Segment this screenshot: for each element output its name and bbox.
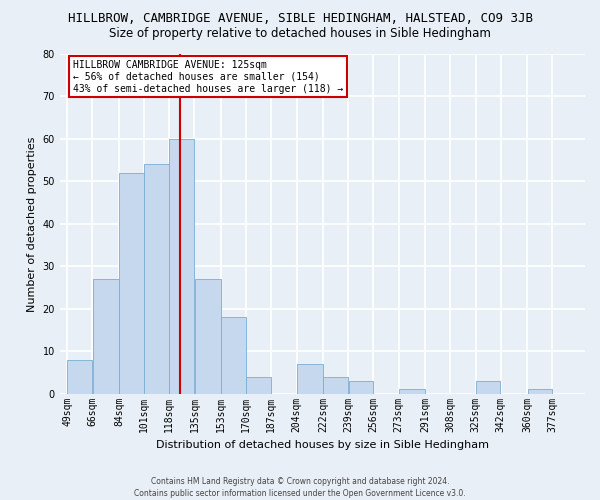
Text: HILLBROW CAMBRIDGE AVENUE: 125sqm
← 56% of detached houses are smaller (154)
43%: HILLBROW CAMBRIDGE AVENUE: 125sqm ← 56% … — [73, 60, 343, 94]
Bar — [399, 390, 425, 394]
Bar — [323, 376, 348, 394]
Y-axis label: Number of detached properties: Number of detached properties — [27, 136, 37, 312]
Bar — [194, 279, 221, 394]
Bar — [247, 376, 271, 394]
Bar — [67, 360, 92, 394]
Bar — [476, 381, 500, 394]
Bar — [349, 381, 373, 394]
Bar — [169, 139, 194, 394]
Text: HILLBROW, CAMBRIDGE AVENUE, SIBLE HEDINGHAM, HALSTEAD, CO9 3JB: HILLBROW, CAMBRIDGE AVENUE, SIBLE HEDING… — [67, 12, 533, 26]
Bar — [92, 279, 119, 394]
Bar — [527, 390, 552, 394]
Bar — [145, 164, 169, 394]
Text: Size of property relative to detached houses in Sible Hedingham: Size of property relative to detached ho… — [109, 28, 491, 40]
X-axis label: Distribution of detached houses by size in Sible Hedingham: Distribution of detached houses by size … — [156, 440, 489, 450]
Text: Contains HM Land Registry data © Crown copyright and database right 2024.
Contai: Contains HM Land Registry data © Crown c… — [134, 476, 466, 498]
Bar — [119, 173, 144, 394]
Bar — [221, 317, 246, 394]
Bar — [297, 364, 323, 394]
